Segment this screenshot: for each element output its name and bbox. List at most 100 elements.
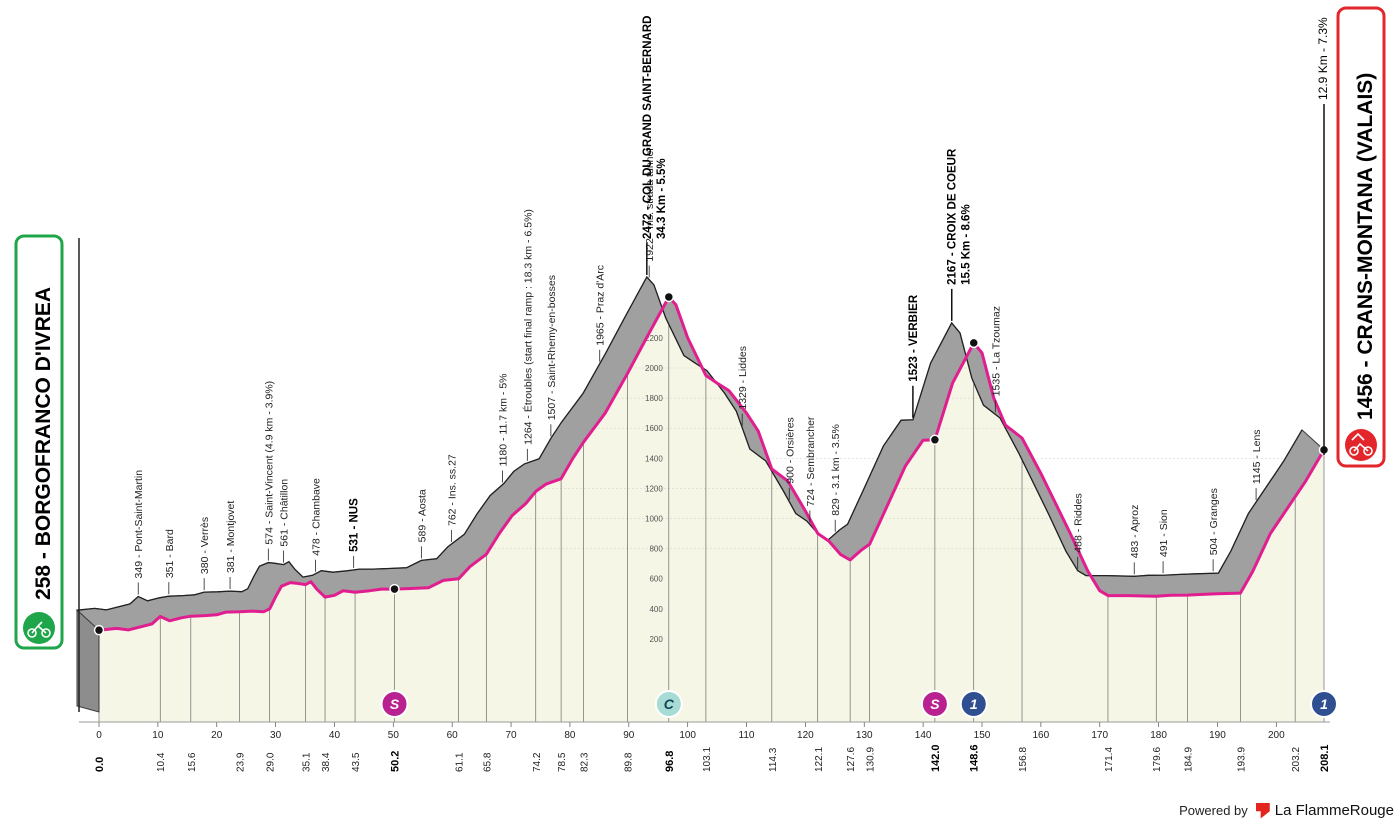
poi-label: 349 - Pont-Saint-Martin bbox=[133, 470, 145, 579]
poi-label: 589 - Aosta bbox=[416, 489, 428, 542]
brand-name: La FlammeRouge bbox=[1274, 802, 1394, 819]
km-to-go-marker bbox=[1310, 690, 1338, 718]
route-checkpoint-dot bbox=[389, 583, 400, 595]
poi-label: 829 - 3.1 km - 3.5% bbox=[830, 424, 842, 516]
poi-label: 574 - Saint-Vincent (4.9 km - 3.9%) bbox=[263, 381, 275, 545]
finish-banner-box bbox=[1336, 6, 1386, 468]
poi-label: 1145 - Lens bbox=[1251, 429, 1263, 484]
poi-label: 483 - Aproz bbox=[1129, 505, 1141, 559]
km-tick-label: 130 bbox=[856, 730, 873, 741]
km-tick-label: 90 bbox=[623, 730, 635, 741]
climb-subtitle: 15.5 Km - 8.6% bbox=[961, 204, 973, 285]
altitude-tick-label: 1600 bbox=[645, 424, 663, 433]
route-checkpoint-dot bbox=[93, 624, 105, 636]
profile-fill-layer bbox=[99, 297, 1324, 722]
brand-logo[interactable]: La FlammeRouge bbox=[1255, 802, 1394, 819]
start-banner-box bbox=[14, 234, 64, 650]
altitude-tick-label: 400 bbox=[649, 605, 663, 614]
km-distance-label: 38.4 bbox=[321, 752, 332, 772]
km-distance-label: 89.8 bbox=[624, 752, 635, 772]
km-to-go-marker-text: 1 bbox=[1320, 696, 1328, 712]
poi-label: 380 - Verrès bbox=[199, 517, 211, 574]
poi-label: 351 - Bard bbox=[164, 529, 176, 578]
poi-label: 561 - Châtillon bbox=[279, 479, 291, 547]
km-distance-label: 130.9 bbox=[866, 747, 877, 772]
poi-label: 900 - Orsières bbox=[784, 417, 796, 484]
poi-label: 1922 - Ins. strada tunnel bbox=[644, 148, 656, 261]
altitude-tick-label: 1000 bbox=[645, 515, 663, 524]
km-tick-label: 10 bbox=[152, 730, 164, 741]
km-distance-label: 78.5 bbox=[557, 752, 568, 772]
km-tick-label: 140 bbox=[915, 730, 932, 741]
climb-title: 1523 - VERBIER bbox=[908, 294, 920, 382]
altitude-tick-label: 1200 bbox=[645, 484, 663, 493]
profile-wall-start-face bbox=[76, 609, 100, 713]
km-tick-label: 70 bbox=[505, 730, 517, 741]
km-tick-label: 0 bbox=[96, 730, 102, 741]
poi-label: 1965 - Praz d'Arc bbox=[595, 265, 607, 346]
poi-label: 488 - Riddes bbox=[1073, 493, 1085, 553]
km-tick-label: 170 bbox=[1091, 730, 1108, 741]
finish-climb: 12.9 Km - 7.3% bbox=[1316, 17, 1330, 100]
poi-labels-layer: 349 - Pont-Saint-Martin 351 - Bard 380 - V… bbox=[133, 16, 1263, 595]
km-ticks-layer: 0 10 20 30 40 50 60 70 80 90 100 110 120 130 140 150 160… bbox=[94, 296, 1331, 772]
altitude-tick-label: 2000 bbox=[645, 364, 663, 373]
altitude-tick-label: 800 bbox=[649, 545, 663, 554]
km-distance-label: 74.2 bbox=[532, 752, 543, 772]
km-distance-label: 156.8 bbox=[1018, 747, 1029, 772]
markers-layer: S C S 1 1 bbox=[93, 291, 1338, 718]
km-tick-label: 20 bbox=[211, 730, 223, 741]
km-distance-label: 208.1 bbox=[1319, 744, 1331, 772]
altitude-tick-label: 200 bbox=[649, 635, 663, 644]
km-tick-label: 50 bbox=[388, 730, 400, 741]
km-distance-label: 29.0 bbox=[266, 752, 277, 772]
climb-category-marker-text: C bbox=[664, 696, 675, 712]
poi-label: 1264 - Étroubles (start final ramp : 18.… bbox=[521, 209, 534, 445]
km-distance-label: 61.1 bbox=[455, 752, 466, 772]
sprint-marker bbox=[380, 690, 409, 718]
km-distance-label: 114.3 bbox=[768, 747, 779, 772]
poi-label: 762 - Ins. ss.27 bbox=[446, 454, 458, 526]
km-tick-label: 110 bbox=[739, 730, 755, 741]
finish-label: 1456 - CRANS-MONTANA (VALAIS) bbox=[1354, 73, 1377, 420]
route-checkpoint-dot bbox=[929, 434, 941, 446]
km-tick-label: 180 bbox=[1150, 730, 1167, 741]
km-distance-label: 184.9 bbox=[1183, 747, 1194, 772]
altitude-tick-label: 1400 bbox=[645, 454, 663, 463]
sprint-marker bbox=[920, 690, 949, 718]
km-distance-label: 82.3 bbox=[579, 752, 590, 772]
km-distance-label: 50.2 bbox=[390, 751, 402, 772]
poi-label: 1180 - 11.7 km - 5% bbox=[498, 373, 510, 466]
km-distance-label: 43.5 bbox=[351, 752, 362, 772]
km-tick-label: 100 bbox=[679, 730, 696, 741]
km-tick-label: 30 bbox=[270, 730, 282, 741]
km-distance-label: 171.4 bbox=[1104, 747, 1115, 772]
start-icon-badge bbox=[23, 612, 55, 644]
cyclist-icon bbox=[27, 621, 51, 638]
powered-by-text: Powered by bbox=[1179, 803, 1248, 818]
km-distance-label: 0.0 bbox=[94, 757, 106, 772]
km-tick-label: 160 bbox=[1033, 730, 1050, 741]
route-checkpoint-dot bbox=[663, 291, 675, 303]
flame-flag-icon bbox=[1255, 802, 1270, 819]
poi-label: 381 - Montjovet bbox=[225, 501, 237, 573]
poi-label: 478 - Chambave bbox=[310, 478, 322, 556]
mountain-cyclist-icon bbox=[1349, 432, 1373, 456]
route-line-layer bbox=[98, 295, 1326, 632]
start-banner: 258 - BORGOFRANCO D'IVREA bbox=[14, 234, 64, 650]
km-distance-label: 103.1 bbox=[702, 747, 713, 772]
climb-category-marker bbox=[654, 690, 683, 718]
poi-label: 1329 - Liddes bbox=[737, 346, 749, 410]
altitude-tick-label: 2200 bbox=[645, 334, 663, 343]
km-to-go-marker-text: 1 bbox=[970, 696, 978, 712]
km-distance-label: 96.8 bbox=[664, 751, 676, 772]
km-tick-label: 80 bbox=[564, 730, 576, 741]
altitude-grid-layer: 200 400 600 800 1000 1200 1400 1600 1800 2000 2200… bbox=[489, 304, 1320, 644]
poi-label: 531 - NUS bbox=[349, 498, 361, 552]
climb-subtitle: 34.3 Km - 5.5% bbox=[656, 158, 668, 239]
poi-label: 1535 - La Tzoumaz bbox=[990, 306, 1002, 396]
profile-ridge-line bbox=[76, 275, 1303, 611]
km-distance-label: 35.1 bbox=[302, 752, 313, 772]
km-distance-label: 15.6 bbox=[187, 752, 198, 772]
km-distance-label: 193.9 bbox=[1236, 747, 1247, 772]
